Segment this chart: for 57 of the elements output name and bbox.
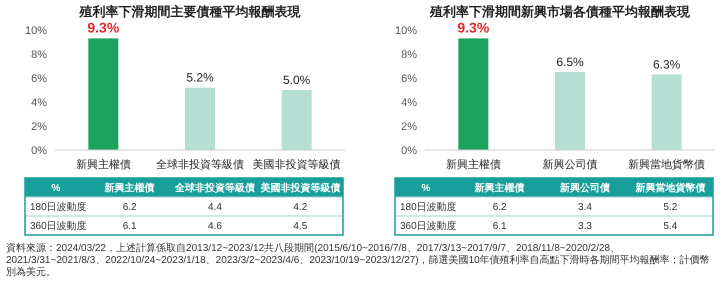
x-tick-label: 新興當地貨幣債 — [628, 158, 706, 171]
y-tick-label: 6% — [31, 73, 48, 85]
data-label: 6.1 — [122, 221, 138, 232]
y-tick-label: 4% — [401, 97, 418, 109]
data-label: 6.2 — [492, 202, 508, 213]
data-label: 4.2 — [293, 202, 308, 213]
bar — [555, 72, 585, 150]
bar — [282, 90, 312, 150]
y-tick-label: 10% — [394, 25, 418, 37]
data-label: 5.4 — [663, 221, 678, 232]
bar — [458, 38, 488, 150]
y-tick-label: 180日波動度 — [30, 201, 87, 213]
x-tick-label: 全球非投資等級債 — [174, 182, 255, 194]
data-label: 4.4 — [208, 202, 222, 213]
y-axis-title: % — [52, 183, 61, 194]
x-tick-label: 美國非投資等級債 — [259, 182, 340, 194]
data-label: 9.3% — [87, 19, 120, 36]
data-label: 4.6 — [208, 221, 222, 232]
y-tick-label: 360日波動度 — [30, 220, 87, 232]
y-tick-label: 8% — [31, 49, 48, 61]
y-tick-label: 180日波動度 — [400, 201, 457, 213]
chart-title: 殖利率下滑期間新興市場各債種平均報酬表現 — [429, 4, 691, 19]
chart-title: 殖利率下滑期間主要債種平均報酬表現 — [78, 4, 302, 19]
x-tick-label: 新興主權債 — [76, 158, 131, 171]
x-tick-label: 新興公司債 — [542, 158, 598, 171]
bar — [88, 38, 118, 150]
y-tick-label: 0% — [31, 145, 48, 157]
bar — [185, 88, 215, 150]
data-label: 5.0% — [282, 73, 311, 87]
y-axis-title: % — [422, 183, 431, 194]
y-tick-label: 8% — [401, 49, 418, 61]
y-tick-label: 4% — [31, 97, 48, 109]
data-label: 3.3 — [578, 221, 592, 232]
y-tick-label: 6% — [401, 73, 418, 85]
data-label: 6.3% — [652, 57, 681, 72]
source-note: 資料來源：2024/03/22，上述計算係取自2013/12~2023/12共八段期間(2015/6/10~2016/7/8、2017/3/13~2017/9/7、2018/11/8~2020/2/28、2021/3/31~2021/8/3、2022/10/24~2023/1/18、2023/3/2~2023/4/6、2023/10/19~2023/12/27)，篩選美國10年債殖利率自高點下滑時各期間平均報酬率；計價幣別為美元。 — [5, 243, 711, 279]
data-label: 6.5% — [556, 55, 584, 69]
y-tick-label: 360日波動度 — [400, 220, 457, 232]
x-tick-label: 美國非投資等級債 — [252, 158, 341, 171]
data-label: 4.5 — [293, 221, 308, 232]
x-tick-label: 新興當地貨幣債 — [634, 182, 706, 194]
data-label: 5.2% — [186, 70, 214, 85]
x-tick-label: 新興主權債 — [446, 158, 501, 171]
data-label: 6.2 — [122, 202, 138, 213]
y-tick-label: 2% — [401, 121, 418, 133]
data-label: 6.1 — [492, 221, 508, 232]
data-label: 3.4 — [578, 202, 592, 213]
x-tick-label: 新興主權債 — [474, 182, 525, 194]
x-tick-label: 全球非投資等級債 — [156, 158, 244, 171]
x-tick-label: 新興公司債 — [559, 182, 610, 194]
y-tick-label: 0% — [401, 145, 418, 157]
data-label: 5.2 — [663, 202, 678, 213]
x-tick-label: 新興主權債 — [104, 182, 155, 194]
bar — [652, 74, 682, 150]
y-tick-label: 10% — [24, 25, 48, 37]
y-tick-label: 2% — [31, 121, 48, 133]
data-label: 9.3% — [457, 19, 490, 36]
